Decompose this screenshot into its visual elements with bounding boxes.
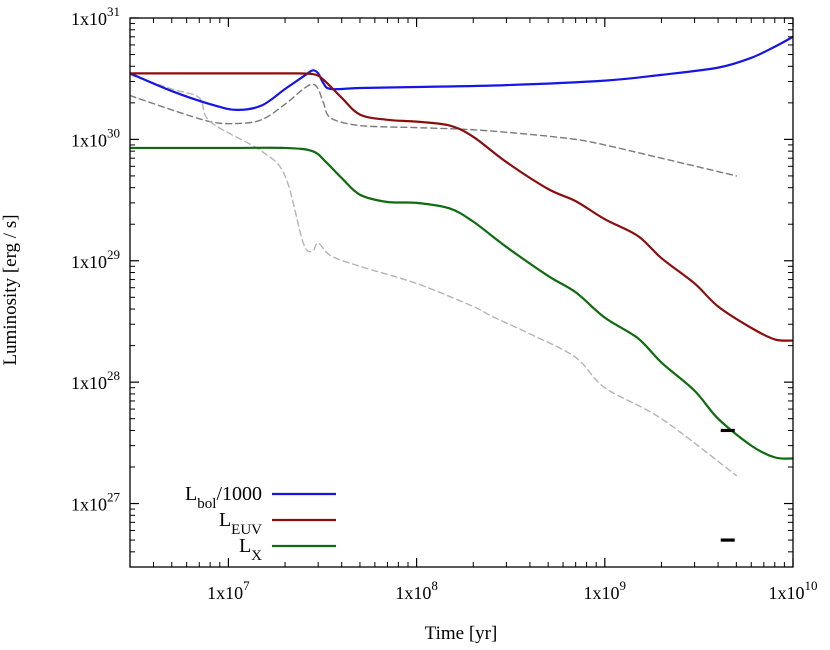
x-tick-label: 1x109	[584, 578, 627, 603]
y-tick-label: 1x1028	[71, 368, 120, 393]
x-tick-label: 1x1010	[769, 578, 818, 603]
y-tick-label: 1x1031	[71, 4, 120, 29]
series-line-l-x	[130, 146, 793, 460]
legend-label: LEUV	[219, 509, 262, 538]
y-tick-label: 1x1030	[71, 125, 120, 150]
x-tick-label: 1x107	[207, 578, 250, 603]
y-tick-label: 1x1029	[71, 247, 120, 272]
legend-entry-x: LX	[239, 535, 336, 564]
ticks-layer: 1x107 1x108 1x109 1x1010 1x1027 1x1028 1x1029 1…	[71, 4, 818, 603]
plot-frame	[129, 17, 794, 568]
series-line-track-1	[130, 83, 738, 177]
series-line-l-euv	[130, 72, 793, 342]
y-tick-label: 1x1027	[71, 490, 121, 515]
x-tick-label: 1x108	[395, 578, 438, 603]
x-axis-title: Time [yr]	[425, 623, 498, 644]
legend-label: Lbol/1000	[185, 483, 262, 512]
series-line-l-bol-1000	[130, 35, 793, 111]
series-line-track-2	[130, 74, 738, 477]
legend-label: LX	[239, 535, 262, 564]
series-layer	[130, 35, 793, 477]
markers-layer	[720, 428, 735, 542]
legend-entry-bol: Lbol/1000	[185, 483, 336, 512]
legend-entry-euv: LEUV	[219, 509, 336, 538]
y-axis-title: Luminosity [erg / s]	[0, 214, 21, 365]
